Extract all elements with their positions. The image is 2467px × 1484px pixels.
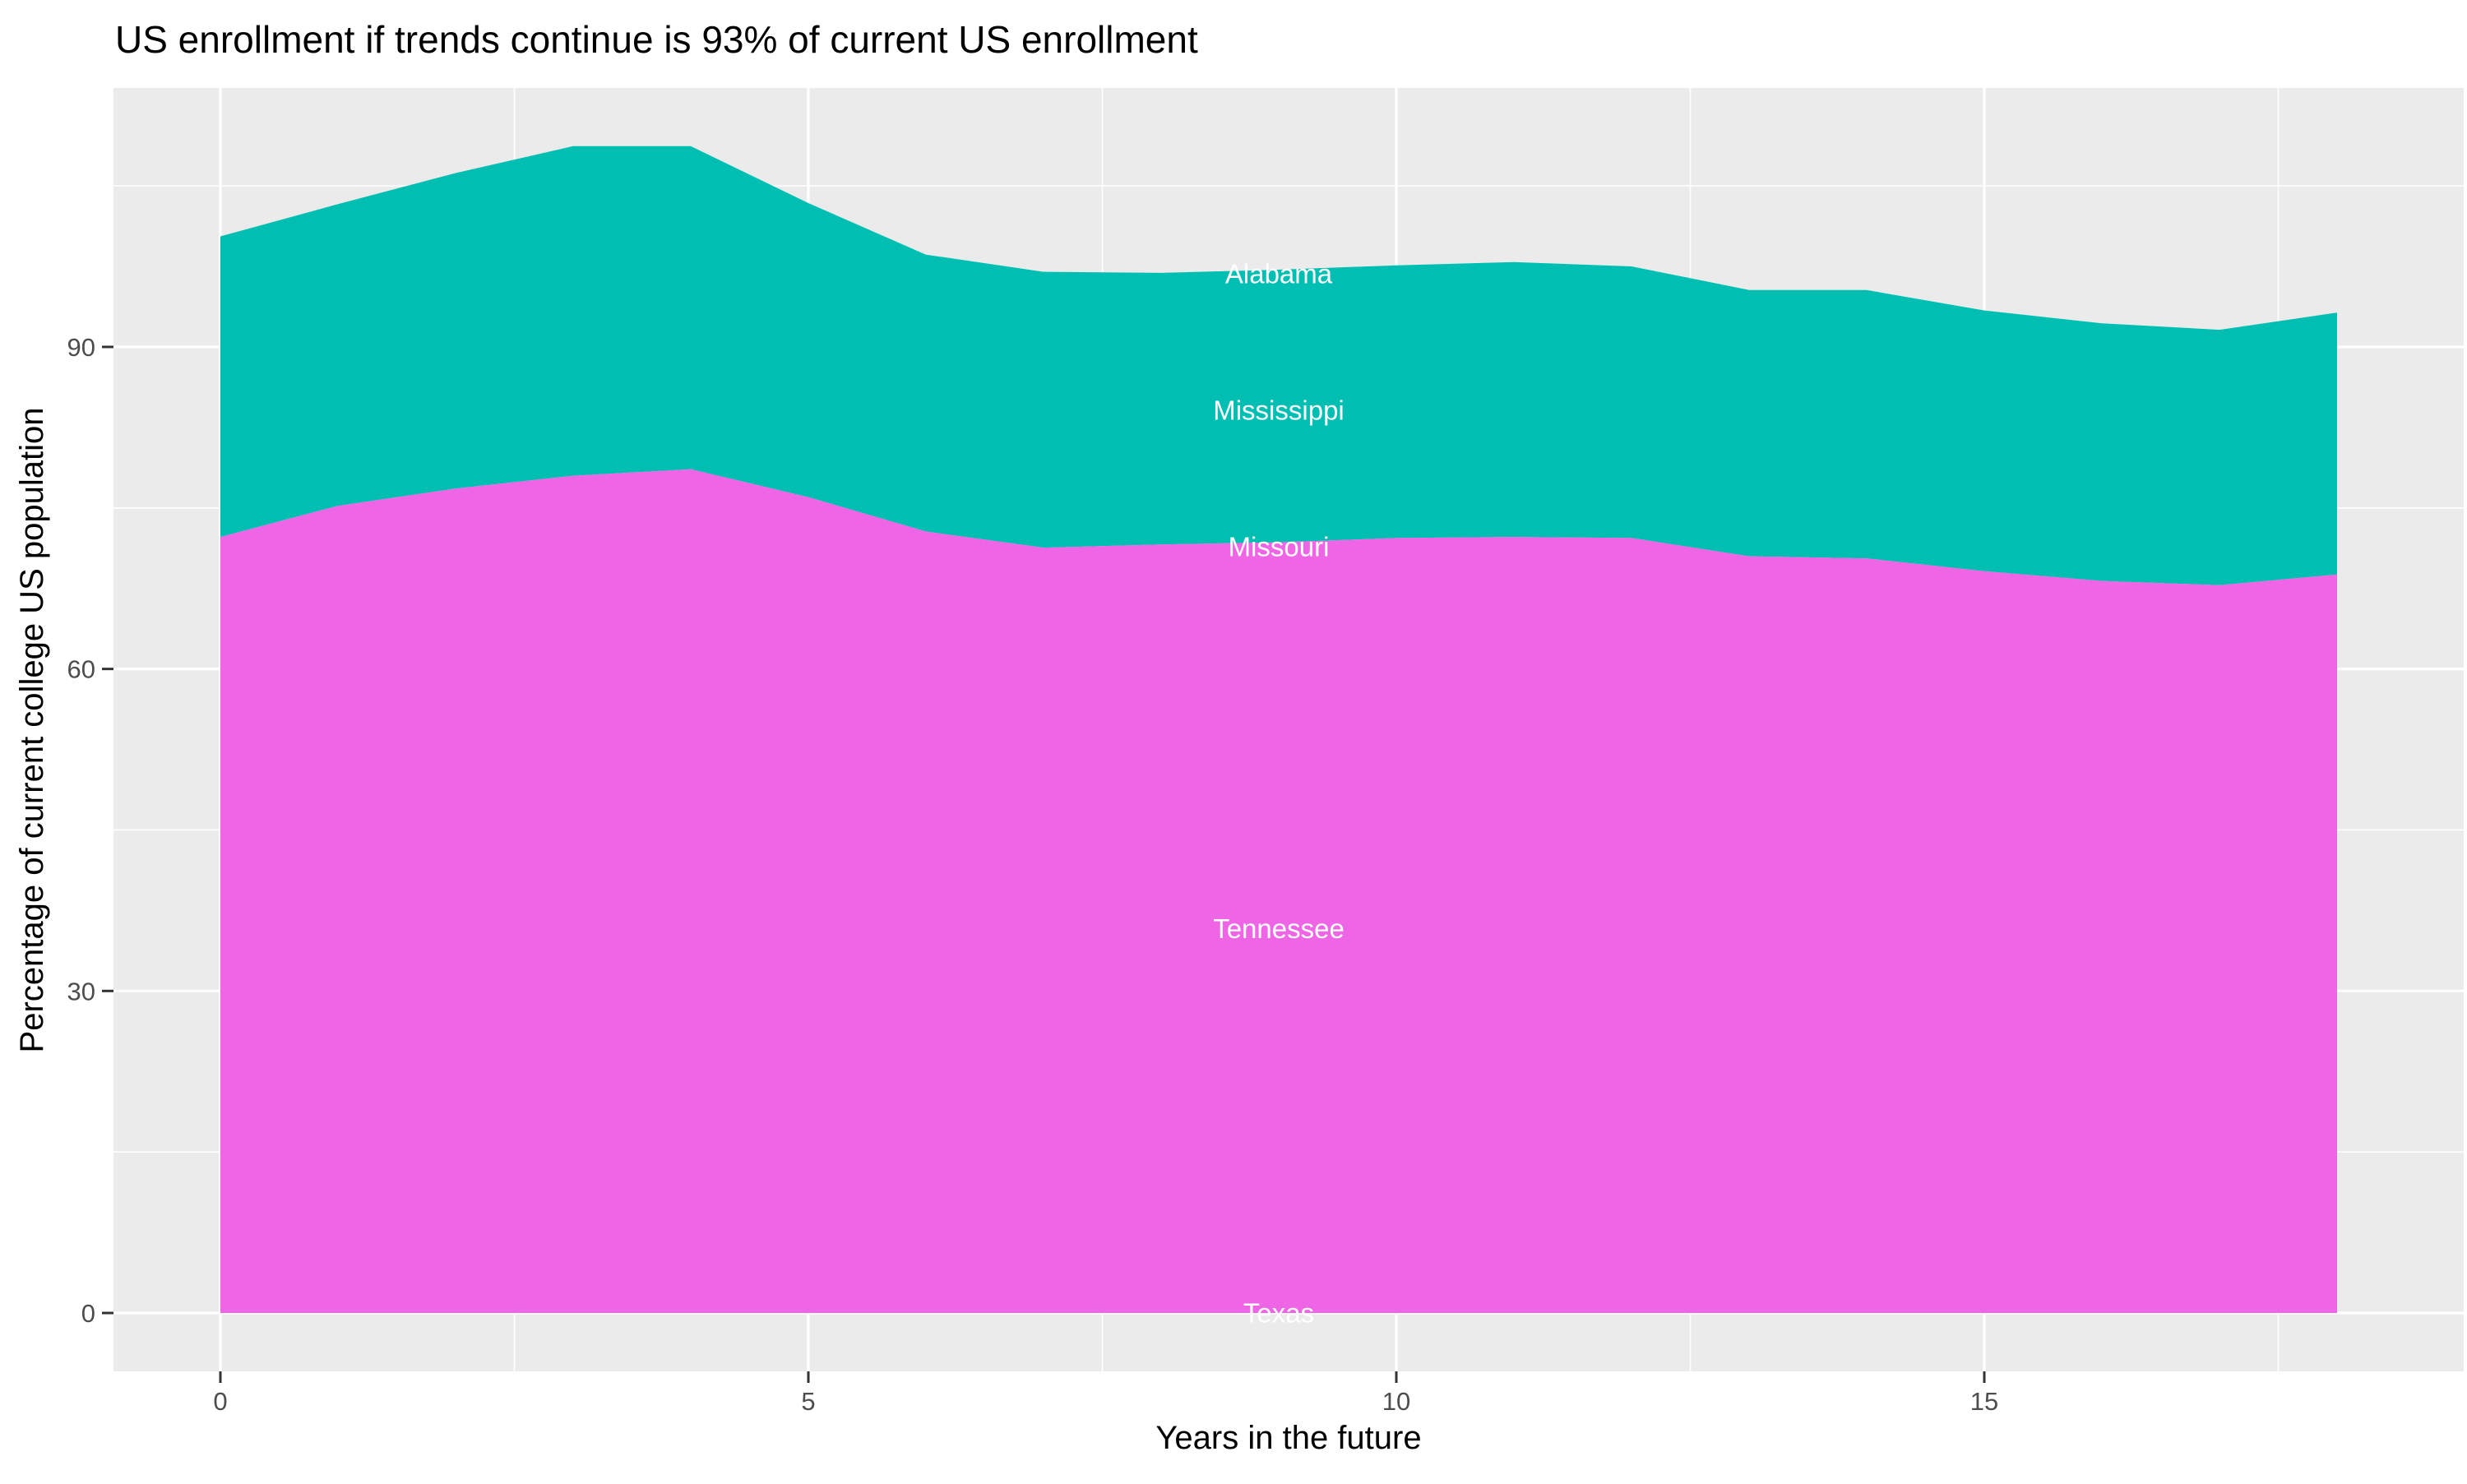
- state-label-mississippi: Mississippi: [1213, 395, 1345, 425]
- y-tick-label: 60: [67, 655, 95, 684]
- x-tick-label: 0: [213, 1387, 227, 1416]
- y-axis-title: Percentage of current college US populat…: [14, 408, 50, 1053]
- axis-ticks: [102, 345, 1986, 1383]
- chart-title: US enrollment if trends continue is 93% …: [115, 18, 1198, 61]
- state-label-missouri: Missouri: [1229, 531, 1330, 562]
- y-tick-label: 0: [81, 1299, 95, 1328]
- y-tick-label: 90: [67, 333, 95, 362]
- area-labels: Alabama Mississippi Missouri Tennessee Texas: [1213, 259, 1345, 1329]
- x-tick-label: 5: [801, 1387, 815, 1416]
- area-series: [220, 146, 2337, 1313]
- x-axis-title: Years in the future: [1155, 1420, 1421, 1456]
- area-magenta-band: [220, 469, 2337, 1313]
- x-tick-label: 15: [1970, 1387, 1998, 1416]
- axis-tick-labels: 0 5 10 15 0 30 60 90: [67, 333, 1999, 1416]
- area-teal-band: [220, 146, 2337, 585]
- state-label-alabama: Alabama: [1225, 259, 1333, 289]
- x-tick-label: 10: [1382, 1387, 1410, 1416]
- state-label-tennessee: Tennessee: [1213, 913, 1345, 944]
- state-label-texas: Texas: [1243, 1298, 1314, 1329]
- y-tick-label: 30: [67, 977, 95, 1006]
